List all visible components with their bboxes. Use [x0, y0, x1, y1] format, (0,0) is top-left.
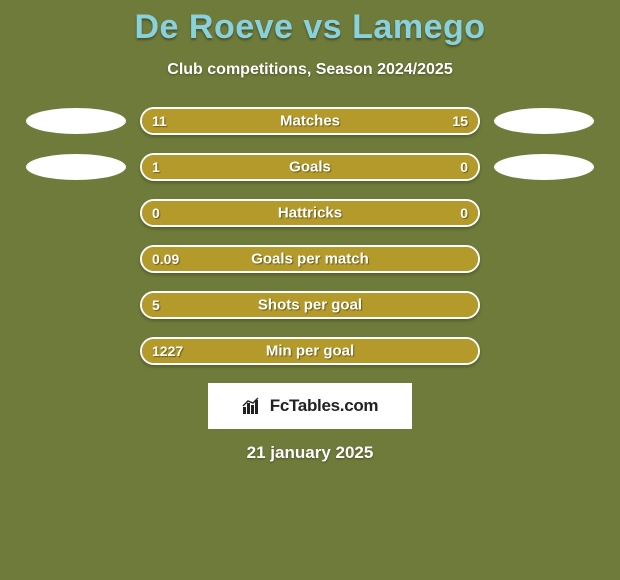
- stat-row: 5 Shots per goal: [26, 291, 594, 319]
- stat-label: Shots per goal: [258, 297, 362, 314]
- player-right-marker: [494, 108, 594, 134]
- stat-value-left: 11: [152, 113, 167, 129]
- player-right-marker: [494, 154, 594, 180]
- stat-bar: 5 Shots per goal: [140, 291, 480, 319]
- logo-text: FcTables.com: [270, 396, 379, 416]
- stat-label: Hattricks: [278, 205, 342, 222]
- stat-row: 0.09 Goals per match: [26, 245, 594, 273]
- chart-bars-icon: [242, 397, 264, 415]
- stat-row: 11 15 Matches: [26, 107, 594, 135]
- stat-row: 1 0 Goals: [26, 153, 594, 181]
- stat-label: Goals: [289, 159, 331, 176]
- stat-bar: 0.09 Goals per match: [140, 245, 480, 273]
- stat-value-left: 1: [152, 159, 160, 175]
- stat-bar: 1 0 Goals: [140, 153, 480, 181]
- stat-row: 0 0 Hattricks: [26, 199, 594, 227]
- stat-label: Min per goal: [266, 343, 354, 360]
- stat-bar: 0 0 Hattricks: [140, 199, 480, 227]
- subtitle: Club competitions, Season 2024/2025: [0, 61, 620, 79]
- stat-value-right: 15: [452, 113, 468, 129]
- bar-segment-left: [142, 155, 404, 179]
- stat-value-right: 0: [460, 159, 468, 175]
- stat-bar: 11 15 Matches: [140, 107, 480, 135]
- stat-label: Goals per match: [251, 251, 369, 268]
- stat-value-left: 0.09: [152, 251, 179, 267]
- stats-container: 11 15 Matches 1 0 Goals 0 0 Hattricks 0.09 Goals p…: [0, 107, 620, 365]
- source-logo: FcTables.com: [208, 383, 412, 429]
- stat-value-left: 5: [152, 297, 160, 313]
- player-left-marker: [26, 154, 126, 180]
- stat-row: 1227 Min per goal: [26, 337, 594, 365]
- player-left-marker: [26, 108, 126, 134]
- stat-value-left: 1227: [152, 343, 183, 359]
- stat-bar: 1227 Min per goal: [140, 337, 480, 365]
- stat-value-right: 0: [460, 205, 468, 221]
- stat-label: Matches: [280, 113, 340, 130]
- comparison-card: De Roeve vs Lamego Club competitions, Se…: [0, 0, 620, 580]
- stat-value-left: 0: [152, 205, 160, 221]
- date-label: 21 january 2025: [0, 443, 620, 463]
- page-title: De Roeve vs Lamego: [0, 0, 620, 47]
